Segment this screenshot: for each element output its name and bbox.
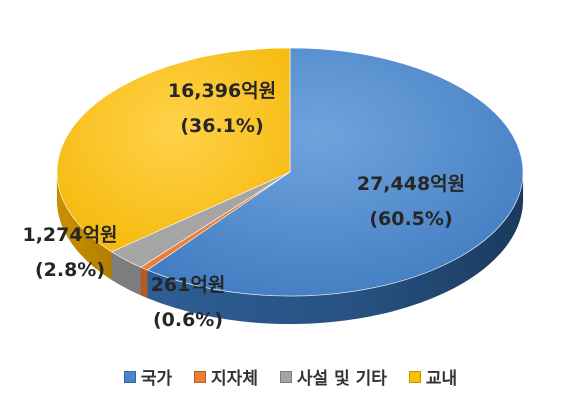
- legend: 국가 지자체 사설 및 기타 교내: [0, 364, 581, 389]
- pie-slice-national: [146, 47, 524, 297]
- percent-label-national: (60.5%): [369, 208, 452, 230]
- value-label-national: 27,448억원: [357, 173, 465, 195]
- legend-item-local-government: 지자체: [194, 364, 258, 389]
- legend-item-private-other: 사설 및 기타: [279, 364, 387, 389]
- percent-label-private-other: (2.8%): [35, 259, 105, 281]
- pie-slice-internal: [56, 47, 291, 253]
- legend-swatch-private-other: [279, 371, 292, 383]
- value-label-private-other: 1,274억원: [22, 224, 117, 246]
- value-label-local-government: 261억원: [151, 274, 226, 296]
- value-label-internal: 16,396억원: [168, 80, 276, 102]
- legend-item-national: 국가: [123, 364, 173, 389]
- legend-swatch-national: [123, 371, 136, 383]
- percent-label-internal: (36.1%): [180, 115, 263, 137]
- legend-item-internal: 교내: [408, 364, 458, 389]
- pie-side-local-government: [140, 266, 148, 299]
- legend-label-national: 국가: [140, 369, 173, 389]
- legend-label-private-other: 사설 및 기타: [296, 369, 387, 389]
- percent-label-local-government: (0.6%): [153, 309, 223, 331]
- legend-swatch-internal: [408, 371, 421, 383]
- legend-label-local-government: 지자체: [211, 369, 258, 389]
- legend-swatch-local-government: [194, 371, 207, 383]
- legend-label-internal: 교내: [425, 369, 458, 389]
